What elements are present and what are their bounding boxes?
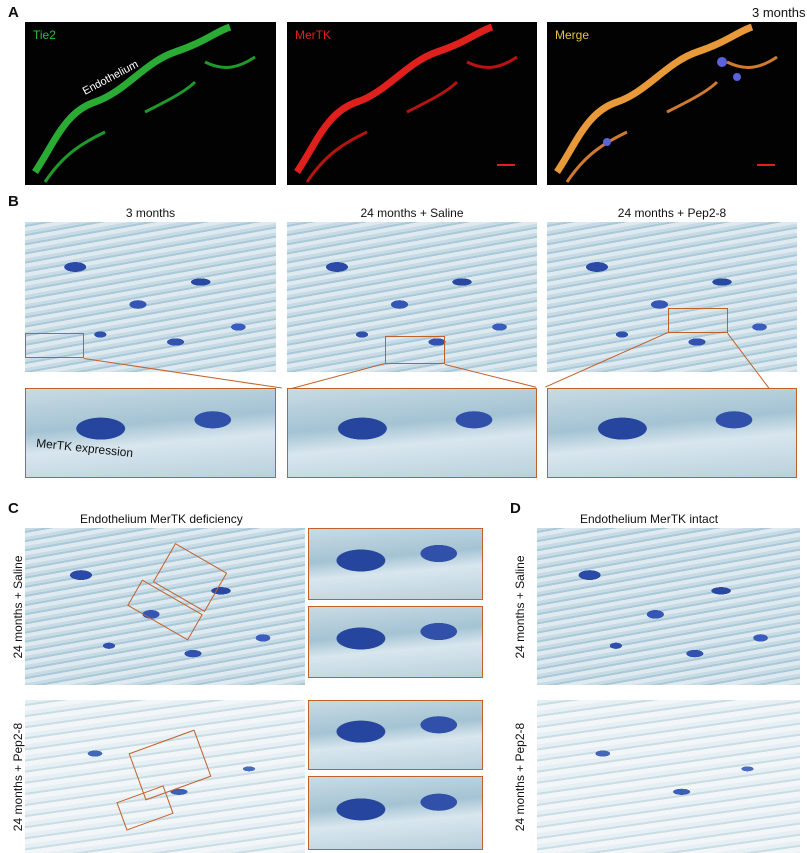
merge-signal [554, 23, 778, 183]
mertk-expression-annotation: MerTK expression [35, 435, 134, 461]
zoom-box [385, 336, 445, 364]
inset-c-pep2-8-2 [308, 776, 483, 850]
mertk-channel-label: MerTK [295, 28, 331, 42]
zoom-box [668, 308, 728, 333]
tie2-image: Tie2 Endothelium [25, 22, 276, 185]
inset-c-pep2-8-1 [308, 700, 483, 770]
histology-c-pep2-8 [25, 700, 305, 853]
histology-c-saline [25, 528, 305, 685]
histology-24-months-pep2-8 [547, 222, 797, 372]
panel-c-title: Endothelium MerTK deficiency [80, 512, 243, 526]
panel-a-timepoint: 3 months [752, 5, 806, 20]
tie2-channel-label: Tie2 [33, 28, 56, 42]
row-label-saline: 24 months + Saline [11, 555, 25, 659]
column-title-3-months: 3 months [125, 206, 176, 220]
column-title-24-months-saline: 24 months + Saline [360, 206, 464, 220]
histology-3-months [25, 222, 276, 372]
panel-d-label: D [510, 500, 521, 517]
inset-24-months-pep2-8 [547, 388, 797, 478]
row-label-saline: 24 months + Saline [513, 555, 527, 659]
merge-channel-label: Merge [555, 28, 590, 42]
histology-d-pep2-8 [537, 700, 800, 853]
inset-c-saline-2 [308, 606, 483, 678]
panel-a-label: A [8, 4, 19, 21]
panel-b-label: B [8, 193, 19, 210]
panel-d-title: Endothelium MerTK intact [580, 512, 719, 526]
panel-c-label: C [8, 500, 19, 517]
inset-3-months: MerTK expression [25, 388, 276, 478]
inset-24-months-saline [287, 388, 537, 478]
tie2-signal [32, 23, 256, 183]
merge-image: Merge [547, 22, 797, 185]
histology-24-months-saline [287, 222, 537, 372]
mertk-signal [294, 23, 518, 183]
mertk-image: MerTK [287, 22, 537, 185]
zoom-box [25, 333, 84, 358]
inset-c-saline-1 [308, 528, 483, 600]
row-label-pep2-8: 24 months + Pep2-8 [513, 722, 527, 832]
row-label-pep2-8: 24 months + Pep2-8 [11, 722, 25, 832]
histology-d-saline [537, 528, 800, 685]
column-title-24-months-pep2-8: 24 months + Pep2-8 [617, 206, 727, 220]
